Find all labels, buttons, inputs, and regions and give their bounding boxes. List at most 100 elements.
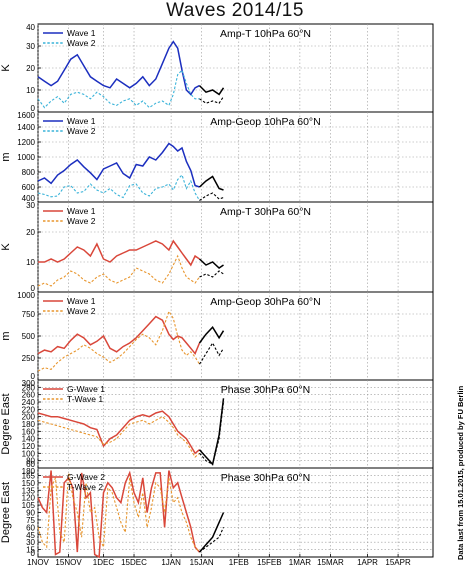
forecast-line — [199, 527, 225, 553]
forecast-line — [198, 175, 224, 191]
x-tick-label: 15JAN — [190, 558, 214, 567]
y-tick-label: 120 — [22, 442, 36, 451]
y-tick-label: 1000 — [17, 291, 35, 300]
y-tick-label: 15 — [26, 546, 35, 555]
y-axis-label: Degree East — [0, 393, 12, 454]
y-tick-label: 30 — [26, 201, 35, 210]
y-tick-label: 1000 — [17, 153, 35, 162]
y-tick-label: 150 — [22, 479, 36, 488]
x-tick-label: 1NOV — [27, 558, 49, 567]
y-tick-label: 750 — [22, 310, 36, 319]
x-tick-label: 15NOV — [55, 558, 82, 567]
panel-title: Phase 30hPa 60°N — [221, 384, 310, 396]
series-line-wave-1 — [37, 40, 200, 96]
y-tick-label: 800 — [22, 168, 36, 177]
y-axis-label: Degree East — [0, 482, 12, 543]
y-tick-label: 30 — [26, 42, 35, 51]
panel-title: Phase 30hPa 60°N — [221, 472, 310, 484]
y-axis-label: m — [0, 331, 12, 340]
y-tick-label: 220 — [22, 405, 36, 414]
legend-label: Wave 1 — [67, 296, 96, 306]
y-tick-label: 0 — [31, 549, 36, 558]
y-tick-label: 80 — [26, 457, 35, 466]
series-line-t-wave-1 — [37, 416, 200, 458]
chart-title: Waves 2014/15 — [166, 0, 304, 21]
y-tick-label: 0 — [31, 372, 36, 381]
forecast-line — [198, 258, 224, 269]
y-tick-label: 0 — [31, 284, 36, 293]
x-tick-label: 1APR — [357, 558, 378, 567]
y-tick-label: 10 — [26, 86, 35, 95]
y-tick-label: 600 — [22, 183, 36, 192]
panel-title: Amp-Geop 30hPa 60°N — [210, 296, 320, 308]
forecast-line — [199, 192, 224, 201]
y-tick-label: 160 — [22, 427, 36, 436]
series-line-g-wave-2 — [37, 470, 201, 559]
y-tick-label: 20 — [26, 228, 35, 237]
legend-label: Wave 2 — [67, 38, 96, 48]
legend-label: T-Wave 2 — [67, 482, 103, 492]
y-tick-label: 500 — [22, 332, 36, 341]
y-tick-label: 1600 — [17, 111, 35, 120]
series-line-wave-1 — [38, 239, 200, 267]
y-tick-label: 400 — [22, 194, 36, 203]
series-line-wave-2 — [37, 173, 200, 201]
panel-title: Amp-T 10hPa 60°N — [220, 28, 311, 40]
credit-text: Data last from 15.01.2015, produced by F… — [456, 385, 465, 560]
x-tick-label: 15APR — [385, 558, 411, 567]
y-axis-label: m — [0, 152, 12, 161]
x-tick-label: 1FEB — [229, 558, 249, 567]
panel-title: Amp-T 30hPa 60°N — [220, 206, 311, 218]
y-tick-label: 60 — [26, 460, 35, 469]
y-tick-label: 140 — [22, 435, 36, 444]
y-tick-label: 20 — [26, 64, 35, 73]
forecast-line — [199, 341, 224, 365]
y-tick-label: 135 — [22, 486, 36, 495]
legend-label: Wave 1 — [67, 116, 96, 126]
series-line-wave-2 — [37, 310, 200, 372]
y-tick-label: 300 — [22, 379, 36, 388]
forecast-line — [198, 512, 225, 553]
x-tick-label: 1MAR — [289, 558, 311, 567]
x-tick-label: 15MAR — [317, 558, 344, 567]
forecast-line — [199, 96, 224, 104]
y-axis-label: K — [0, 243, 12, 251]
y-axis-label: K — [0, 64, 12, 72]
y-tick-label: 280 — [22, 383, 36, 392]
forecast-line — [199, 270, 224, 278]
y-tick-label: 105 — [22, 501, 36, 510]
y-tick-label: 180 — [22, 420, 36, 429]
panel-title: Amp-Geop 10hPa 60°N — [210, 116, 320, 128]
legend-label: G-Wave 2 — [67, 472, 105, 482]
y-tick-label: 260 — [22, 391, 36, 400]
legend-label: Wave 2 — [67, 306, 96, 316]
series-line-g-wave-1 — [37, 410, 200, 455]
y-tick-label: 120 — [22, 494, 36, 503]
series-line-wave-2 — [37, 69, 200, 109]
y-tick-label: 200 — [22, 413, 36, 422]
y-tick-label: 75 — [26, 516, 35, 525]
y-tick-label: 180 — [22, 467, 36, 476]
legend-label: Wave 1 — [67, 28, 96, 38]
x-tick-label: 1DEC — [93, 558, 115, 567]
y-tick-label: 165 — [22, 471, 36, 480]
y-tick-label: 0 — [31, 104, 36, 113]
y-tick-label: 1400 — [17, 123, 35, 132]
legend-label: Wave 2 — [67, 126, 96, 136]
y-tick-label: 30 — [26, 538, 35, 547]
y-tick-label: 45 — [26, 531, 35, 540]
forecast-line — [198, 325, 225, 344]
x-tick-label: 15FEB — [257, 558, 281, 567]
legend-label: T-Wave 1 — [67, 394, 103, 404]
series-line-wave-2 — [37, 254, 200, 287]
legend-label: G-Wave 1 — [67, 384, 105, 394]
y-tick-label: 240 — [22, 398, 36, 407]
series-line-t-wave-2 — [37, 472, 200, 553]
forecast-line — [199, 401, 225, 466]
legend-label: Wave 2 — [67, 216, 96, 226]
legend-label: Wave 1 — [67, 206, 96, 216]
y-tick-label: 1200 — [17, 138, 35, 147]
series-line-wave-1 — [37, 142, 200, 188]
y-tick-label: 60 — [26, 523, 35, 532]
